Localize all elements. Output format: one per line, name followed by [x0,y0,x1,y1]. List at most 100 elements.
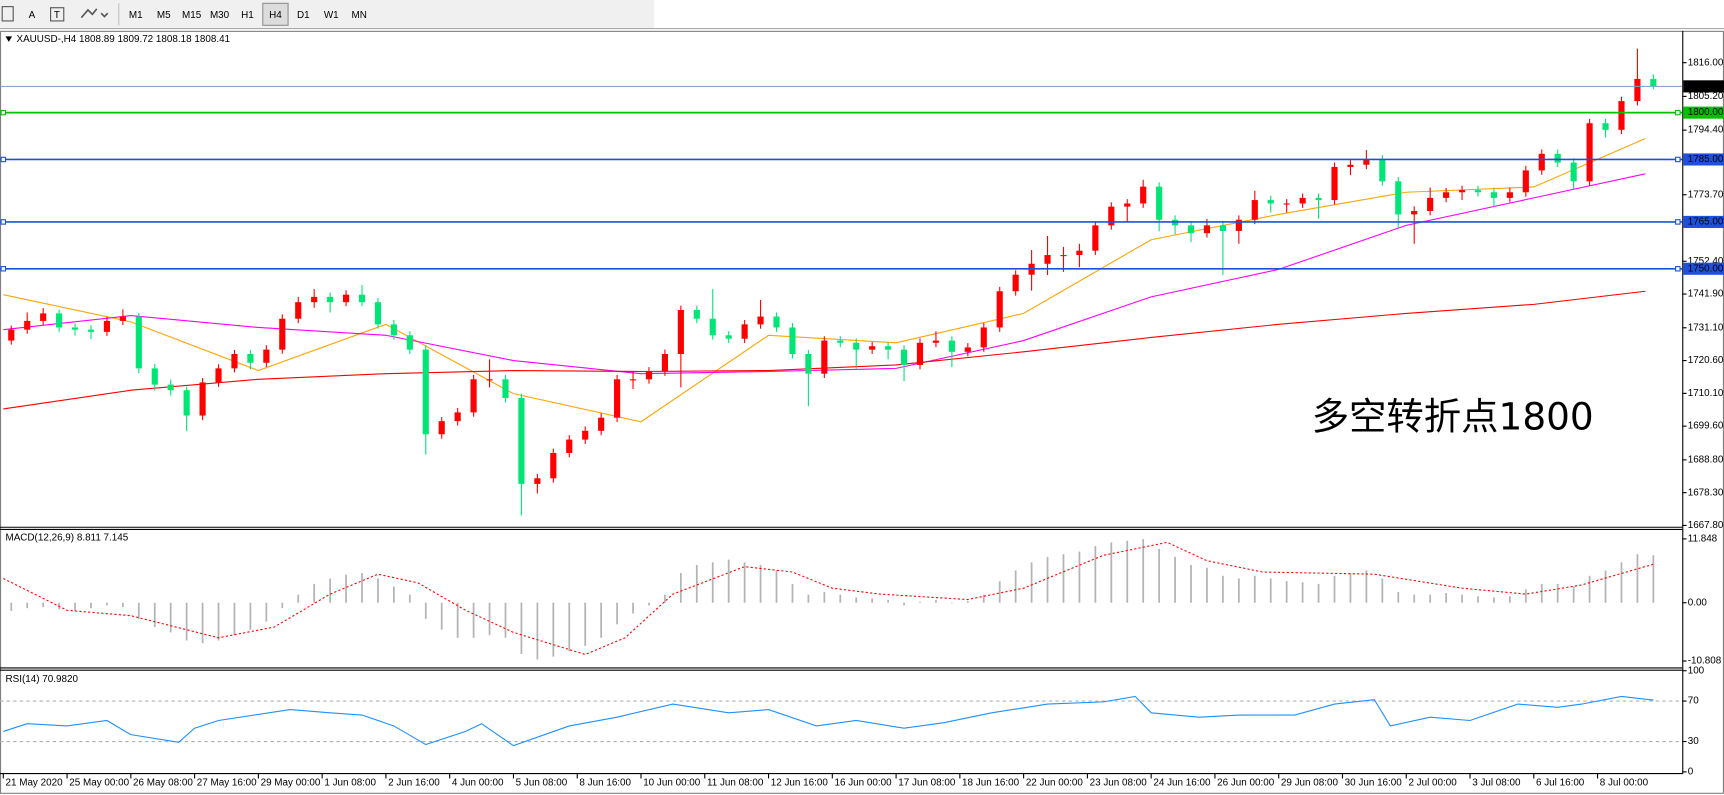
macd-bar [1301,582,1304,603]
level-handle[interactable] [0,219,7,225]
rsi-line [3,695,1654,747]
x-tick-label: 1 Jun 08:00 [324,777,376,788]
candle-body [1474,190,1482,193]
level-handle[interactable] [1675,156,1681,163]
timeframe-button[interactable] [178,3,205,26]
candle-body [1363,159,1370,165]
x-tick-label: 30 Jun 16:00 [1345,777,1403,788]
macd-bar [137,602,140,619]
macd-bar [1397,591,1400,603]
timeframe-button[interactable] [346,3,372,26]
timeframe-button[interactable] [318,3,344,26]
candle-body [693,309,700,319]
timeframe-label[interactable]: H4 [269,10,282,21]
macd-bar [951,602,953,604]
timeframe-button[interactable] [206,3,233,26]
macd-bar [345,574,347,603]
macd-bar [329,578,332,603]
timeframe-button[interactable] [290,3,316,26]
y-tick-label: 1752.40 [1688,256,1724,267]
timeframe-button[interactable] [262,2,289,26]
symbol-menu-arrow[interactable] [5,36,13,42]
timeframe-label[interactable]: M1 [129,10,143,21]
macd-bar [935,600,937,603]
candle-body [199,382,206,416]
level-handle[interactable] [1675,266,1681,272]
text-label-tool-frame[interactable] [50,7,65,22]
timeframe-button[interactable] [234,3,261,26]
candle-body [279,318,286,350]
macd-bar [488,602,491,636]
macd-bar [1142,539,1145,603]
candle-body [87,329,95,332]
x-tick-label: 21 May 2020 [5,777,63,788]
candle-body [247,354,254,363]
y-tick-label: 30 [1688,736,1699,747]
candle-body [406,335,413,350]
candle-body [390,324,397,336]
macd-bar [1508,596,1511,603]
macd-bar [1110,542,1113,603]
candle-body [518,398,525,484]
macd-bar [1158,548,1161,603]
macd-bar [903,602,905,606]
macd-bar [966,601,969,603]
y-tick-label: 1773.70 [1688,189,1724,200]
macd-bar [393,586,395,603]
macd-bar [1174,556,1176,603]
last-price-line-tag [1683,80,1724,93]
candle-body [980,327,987,348]
candle-body [1395,181,1402,215]
candle-body [231,354,238,369]
macd-title: MACD(12,26,9) 8.811 7.145 [5,532,128,543]
x-tick-label: 2 Jul 00:00 [1408,777,1457,788]
macd-bar [1046,556,1049,603]
level-line-tag [1683,215,1724,228]
candle-body [1187,225,1195,234]
timeframe-label[interactable]: M15 [182,10,202,21]
macd-bar [1126,540,1129,603]
candle-body [1379,159,1386,182]
level-handle[interactable] [0,109,7,116]
timeframe-label[interactable]: H1 [241,10,254,21]
x-tick-label: 22 Jun 00:00 [1026,777,1084,788]
macd-bar [584,602,587,646]
macd-bar [839,594,842,603]
text-label-tool[interactable]: T [54,10,60,21]
timeframe-label[interactable]: D1 [297,10,310,21]
y-tick-label: 1816.00 [1688,57,1724,68]
x-tick-label: 26 May 08:00 [133,777,193,788]
level-line-label: 1750.00 [1688,263,1724,274]
macd-bar [42,602,45,608]
toolbar-icon[interactable] [1,6,14,22]
level-handle[interactable] [0,266,7,272]
x-tick-label: 17 Jun 08:00 [898,777,956,788]
level-handle[interactable] [0,156,7,163]
timeframe-label[interactable]: M30 [210,10,230,21]
y-tick-label: 0.00 [1688,597,1708,608]
last-price-line-label: 1808.41 [1688,81,1724,92]
timeframe-label[interactable]: MN [352,10,367,21]
level-line-tag [1683,106,1724,119]
timeframe-label[interactable]: M5 [157,10,171,21]
y-tick-label: 1667.80 [1688,520,1724,531]
y-tick-label: 0 [1688,766,1694,777]
candle-body [263,349,270,363]
level-handle[interactable] [1675,109,1681,116]
objects-tool[interactable] [80,8,109,19]
timeframe-button[interactable] [123,3,149,26]
level-handle[interactable] [1675,219,1681,225]
timeframe-label[interactable]: W1 [324,10,339,21]
candle-body [885,346,892,350]
candle-body [629,379,637,381]
candle-body [215,368,222,383]
candle-body [1044,255,1051,264]
macd-bar [1285,581,1288,603]
macd-bar [1078,551,1081,603]
candle-body [1299,197,1306,204]
candle-body [1570,162,1577,182]
timeframe-button[interactable] [151,3,177,26]
candle-body [1267,200,1274,204]
text-tool[interactable]: A [29,10,36,21]
